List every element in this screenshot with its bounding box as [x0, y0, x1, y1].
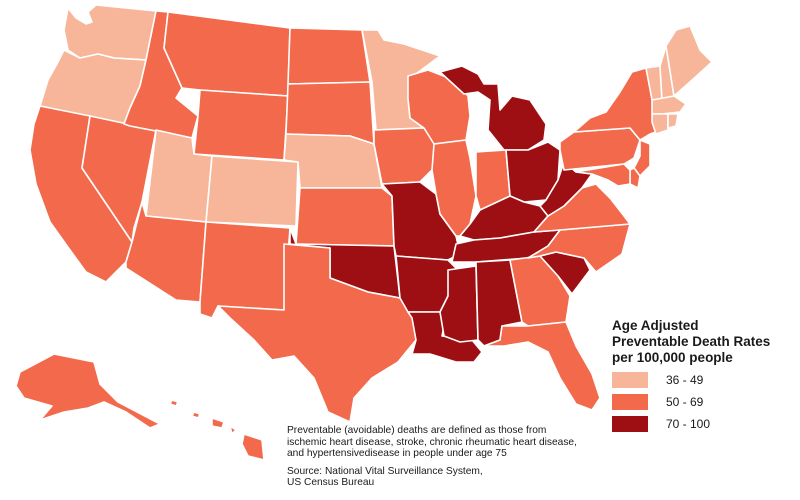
state-hi[interactable] [169, 399, 265, 461]
legend-swatch-mid [612, 394, 648, 410]
state-wa[interactable] [63, 4, 157, 61]
state-me[interactable] [665, 25, 713, 97]
legend-item-high: 70 - 100 [612, 416, 798, 432]
state-wv[interactable] [539, 161, 593, 217]
legend-swatch-high [612, 416, 648, 432]
state-tx[interactable] [217, 243, 417, 423]
state-mi[interactable] [439, 65, 547, 151]
definition-line: Preventable (avoidable) deaths are defin… [287, 425, 547, 436]
definition-line: ischemic heart disease, stroke, chronic … [287, 436, 577, 448]
definition-line: and hypertensivedisease in people under … [287, 448, 507, 460]
legend-title-line: per 100,000 people [612, 350, 733, 365]
state-ri[interactable] [667, 113, 679, 129]
state-ia[interactable] [373, 127, 437, 185]
state-fl[interactable] [483, 321, 601, 411]
state-ks[interactable] [295, 187, 395, 247]
legend-label-high: 70 - 100 [666, 417, 711, 431]
state-ct[interactable] [651, 113, 669, 135]
state-nc[interactable] [527, 223, 631, 273]
footnote: Preventable (avoidable) deaths are defin… [287, 425, 607, 489]
state-md[interactable] [575, 163, 631, 187]
state-nm[interactable] [199, 221, 291, 319]
state-nd[interactable] [287, 27, 371, 85]
source-line: US Census Bureau [287, 477, 375, 489]
state-co[interactable] [205, 155, 299, 227]
legend: Age Adjusted Preventable Death Rates per… [612, 318, 798, 432]
legend-swatch-low [612, 372, 648, 388]
legend-title-line: Preventable Death Rates [612, 334, 771, 349]
states-layer [15, 4, 713, 461]
state-mt[interactable] [163, 11, 291, 97]
legend-label-mid: 50 - 69 [666, 395, 704, 409]
legend-item-mid: 50 - 69 [612, 394, 798, 410]
state-ne[interactable] [283, 133, 383, 189]
legend-title: Age Adjusted Preventable Death Rates per… [612, 318, 798, 366]
legend-label-low: 36 - 49 [666, 373, 704, 387]
state-pa[interactable] [559, 127, 641, 171]
state-ma[interactable] [651, 95, 687, 115]
state-wy[interactable] [193, 89, 289, 161]
legend-item-low: 36 - 49 [612, 372, 798, 388]
legend-title-line: Age Adjusted [612, 318, 699, 333]
source-line: Source: National Vital Surveillance Syst… [287, 465, 483, 477]
state-ak[interactable] [15, 353, 161, 429]
